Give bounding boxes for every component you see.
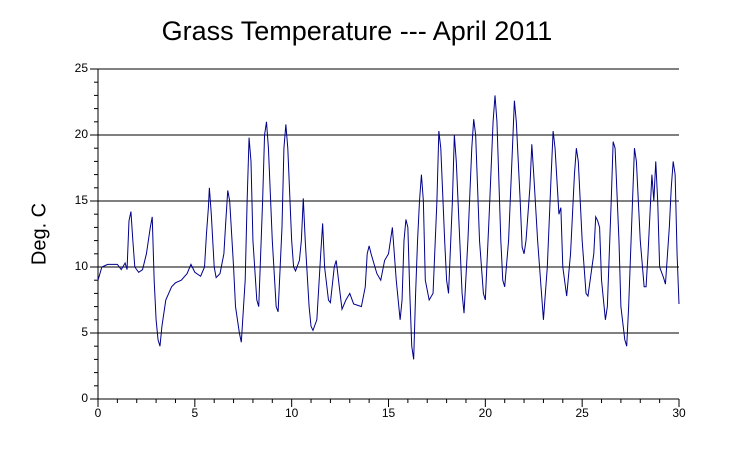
y-tick-label: 15 bbox=[75, 193, 89, 207]
y-axis-label: Deg. C bbox=[28, 203, 50, 265]
x-tick-label: 25 bbox=[575, 406, 589, 420]
chart-title: Grass Temperature --- April 2011 bbox=[162, 16, 553, 46]
x-tick-label: 10 bbox=[285, 406, 299, 420]
x-tick-label: 0 bbox=[95, 406, 102, 420]
x-tick-label: 5 bbox=[191, 406, 198, 420]
y-tick-label: 0 bbox=[81, 391, 88, 405]
data-line bbox=[97, 95, 680, 360]
x-tick-label: 15 bbox=[382, 406, 396, 420]
x-tick-label: 30 bbox=[672, 406, 686, 420]
y-tick-label: 5 bbox=[81, 325, 88, 339]
y-tick-label: 25 bbox=[75, 61, 89, 75]
x-tick-label: 20 bbox=[479, 406, 493, 420]
y-tick-label: 10 bbox=[75, 259, 89, 273]
y-tick-label: 20 bbox=[75, 127, 89, 141]
